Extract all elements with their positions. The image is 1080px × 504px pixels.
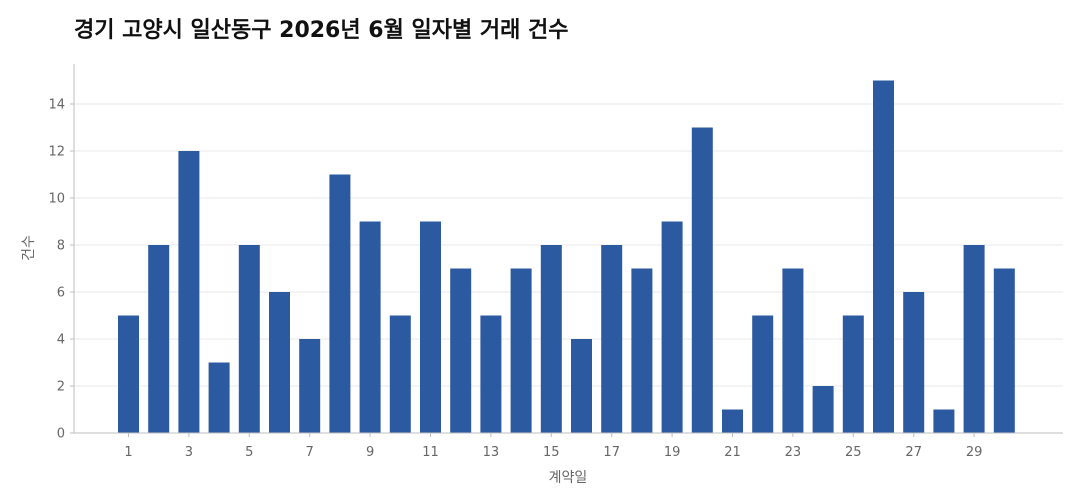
bar-day-28 (933, 409, 955, 433)
y-tick-label: 14 (48, 98, 65, 113)
x-tick-label: 13 (483, 445, 500, 460)
bars (118, 80, 1015, 433)
bar-day-27 (903, 292, 925, 433)
bar-day-21 (722, 409, 743, 433)
bar-day-26 (873, 80, 894, 433)
y-tick-label: 2 (57, 380, 65, 395)
x-tick-label: 17 (603, 445, 620, 460)
bar-day-16 (571, 339, 592, 433)
bar-day-10 (389, 315, 411, 433)
bar-day-3 (178, 151, 200, 433)
bar-day-12 (450, 268, 472, 433)
bar-day-9 (359, 221, 381, 433)
y-tick-label: 4 (57, 333, 65, 348)
bar-day-7 (299, 339, 321, 433)
x-tick-label: 23 (785, 445, 802, 460)
x-tick-label: 27 (905, 445, 922, 460)
bar-day-29 (963, 245, 985, 433)
y-tick-label: 0 (57, 427, 65, 442)
y-tick-label: 12 (48, 145, 65, 160)
x-tick-label: 21 (724, 445, 741, 460)
bar-day-8 (329, 174, 351, 433)
y-tick-label: 6 (57, 286, 65, 301)
bar-day-13 (480, 315, 502, 433)
bar-day-18 (631, 268, 653, 433)
x-tick-label: 5 (245, 445, 253, 460)
x-tick-label: 9 (366, 445, 374, 460)
bar-day-11 (420, 221, 441, 433)
bar-day-4 (208, 362, 230, 433)
bar-day-24 (812, 386, 834, 433)
y-tick-labels: 0 2 4 6 8 10 12 14 (48, 98, 74, 442)
bar-day-17 (601, 245, 623, 433)
bar-day-25 (842, 315, 864, 433)
x-tick-label: 3 (185, 445, 193, 460)
bar-day-2 (148, 245, 170, 433)
y-tick-label: 8 (57, 239, 65, 254)
chart-title: 경기 고양시 일산동구 2026년 6월 일자별 거래 건수 (74, 18, 569, 43)
x-tick-label: 7 (306, 445, 314, 460)
x-tick-label: 11 (422, 445, 439, 460)
bar-day-14 (510, 268, 532, 433)
bar-day-19 (661, 221, 683, 433)
x-tick-label: 19 (664, 445, 681, 460)
y-tick-label: 10 (48, 192, 65, 207)
bar-day-6 (269, 292, 290, 433)
x-tick-label: 15 (543, 445, 560, 460)
bar-day-30 (993, 268, 1015, 433)
bar-day-1 (118, 315, 139, 433)
x-axis-title: 계약일 (549, 470, 588, 486)
bar-day-20 (691, 127, 713, 433)
x-tick-label: 29 (966, 445, 983, 460)
x-tick-labels: 1 3 5 7 9 11 13 15 17 19 21 23 25 27 29 (124, 433, 982, 460)
bar-day-5 (238, 245, 260, 433)
axes (73, 64, 1063, 434)
y-axis-title: 건수 (21, 235, 37, 261)
bar-day-15 (540, 245, 562, 433)
bar-day-22 (752, 315, 774, 433)
x-tick-label: 25 (845, 445, 862, 460)
bar-day-23 (782, 268, 804, 433)
x-tick-label: 1 (124, 445, 132, 460)
